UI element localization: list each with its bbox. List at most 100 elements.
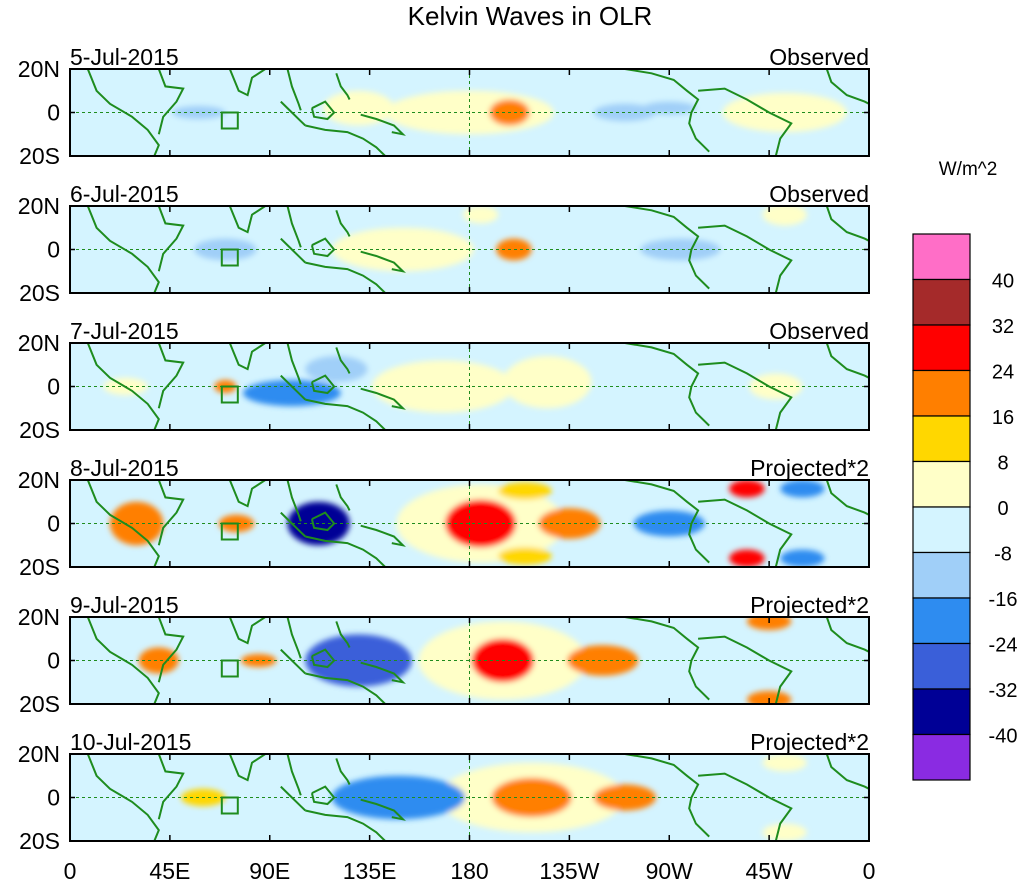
colorbar-swatch xyxy=(912,415,971,463)
panel-label: Projected*2 xyxy=(750,455,869,481)
coastline xyxy=(698,635,793,704)
coastline xyxy=(157,754,185,820)
coastline xyxy=(825,617,869,653)
colorbar-tick-label: -8 xyxy=(994,544,1012,566)
coastline xyxy=(228,480,266,508)
coastline xyxy=(286,480,302,522)
coastline xyxy=(310,100,336,121)
coastline xyxy=(310,511,336,532)
coastline xyxy=(228,343,266,371)
region-box xyxy=(220,385,239,404)
colorbar-tick-label: -24 xyxy=(989,635,1018,657)
colorbar-tick-label: -16 xyxy=(989,589,1018,611)
coastline xyxy=(280,100,306,127)
y-tick-label: 20N xyxy=(18,467,60,493)
x-axis: 0 45E 90E 135E 180 135W 90W 45W 0 xyxy=(64,858,876,884)
olr-anomaly-blob xyxy=(567,645,639,676)
coastline xyxy=(825,206,869,242)
coastline xyxy=(305,261,386,293)
olr-anomaly-blob xyxy=(762,754,807,772)
coastline xyxy=(360,661,406,684)
coastline xyxy=(360,113,406,136)
coastline xyxy=(335,347,351,374)
coastline xyxy=(698,224,793,293)
y-tick-label: 0 xyxy=(47,374,60,400)
colorbar-tick-label: 0 xyxy=(997,498,1008,520)
olr-anomaly-blob xyxy=(780,480,825,498)
panel-1: 5-Jul-2015 Observed 20N 0 20S xyxy=(18,44,870,169)
colorbar-swatch xyxy=(912,324,971,372)
olr-anomaly-blob xyxy=(331,775,466,820)
coastline xyxy=(228,754,266,782)
coastline xyxy=(305,124,386,156)
y-tick-label: 20S xyxy=(19,280,60,306)
x-tick-label: 45E xyxy=(149,858,190,884)
olr-anomaly-blob xyxy=(729,480,765,498)
coastline xyxy=(280,237,306,264)
coastline xyxy=(698,87,793,156)
olr-anomaly-blob xyxy=(305,356,368,383)
region-box xyxy=(220,796,239,815)
olr-anomaly-blob xyxy=(138,647,179,674)
coastline xyxy=(280,374,306,401)
olr-anomaly-blob xyxy=(462,206,499,224)
y-tick-label: 20N xyxy=(18,56,60,82)
coastline xyxy=(86,617,160,704)
region-box xyxy=(220,522,239,541)
olr-anomaly-blob xyxy=(498,547,552,565)
olr-anomaly-blob xyxy=(749,373,803,400)
coastline xyxy=(157,617,185,683)
colorbar-tick-label: 24 xyxy=(992,362,1014,384)
panel-2: 6-Jul-2015 Observed 20N 0 20S xyxy=(18,181,870,306)
coastline xyxy=(624,754,710,838)
x-tick-label: 135E xyxy=(343,858,397,884)
coastline xyxy=(86,343,160,430)
colorbar-swatch xyxy=(912,460,971,508)
coastline xyxy=(360,250,407,273)
coastline xyxy=(624,69,710,153)
coastline xyxy=(305,398,386,430)
x-tick-label: 90W xyxy=(646,858,694,884)
x-tick-label: 135W xyxy=(539,858,599,884)
colorbar-swatch xyxy=(912,597,971,645)
panels: 5-Jul-2015 Observed 20N 0 20S 6-Jul-2015 Obser… xyxy=(18,44,870,854)
coastline xyxy=(228,206,266,234)
y-tick-label: 0 xyxy=(47,648,60,674)
region-box xyxy=(220,659,239,678)
coastline xyxy=(360,524,406,547)
panel-date: 9-Jul-2015 xyxy=(70,592,179,618)
x-tick-label: 0 xyxy=(64,858,77,884)
panel-6: 10-Jul-2015 Projected*2 20N 0 20S xyxy=(18,729,870,854)
y-tick-label: 20S xyxy=(19,417,60,443)
panel-date: 6-Jul-2015 xyxy=(70,181,179,207)
coastline xyxy=(310,785,336,806)
coastline xyxy=(698,772,793,841)
y-tick-label: 20N xyxy=(18,741,60,767)
coastline xyxy=(157,343,185,409)
coastline xyxy=(310,237,336,258)
olr-anomaly-blob xyxy=(491,777,572,818)
colorbar-swatch xyxy=(912,506,971,554)
olr-anomaly-blob xyxy=(498,482,552,500)
coastline xyxy=(305,672,386,704)
coastline xyxy=(86,69,160,156)
y-tick-label: 0 xyxy=(47,237,60,263)
panel-date: 8-Jul-2015 xyxy=(70,455,179,481)
region-box xyxy=(220,248,239,267)
y-tick-label: 20S xyxy=(19,554,60,580)
coastline xyxy=(286,206,302,248)
panel-date: 10-Jul-2015 xyxy=(70,729,191,755)
panel-label: Projected*2 xyxy=(750,729,869,755)
panel-3: 7-Jul-2015 Observed 20N 0 20S xyxy=(18,318,870,443)
coastline xyxy=(335,484,351,511)
coastline xyxy=(286,617,302,659)
panel-date: 7-Jul-2015 xyxy=(70,318,179,344)
coastline xyxy=(86,480,160,567)
coastline xyxy=(335,209,351,237)
coastline xyxy=(624,480,710,564)
coastline xyxy=(825,754,869,790)
colorbar-tick-label: 8 xyxy=(997,453,1008,475)
coastline xyxy=(825,480,869,516)
panel-date: 5-Jul-2015 xyxy=(70,44,179,70)
